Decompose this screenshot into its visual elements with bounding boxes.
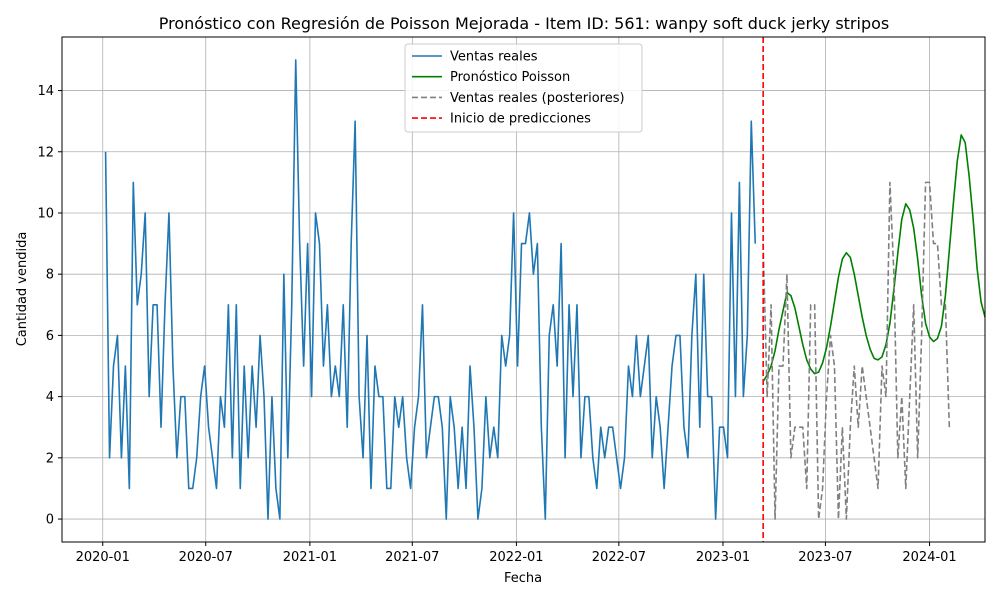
y-tick-label: 2 [46, 451, 54, 466]
x-tick-label: 2021-07 [385, 550, 439, 565]
x-tick-label: 2020-07 [179, 550, 233, 565]
y-tick-label: 6 [46, 329, 54, 344]
x-tick-label: 2021-01 [283, 550, 337, 565]
x-tick-label: 2023-07 [798, 550, 852, 565]
plot-lines [104, 37, 986, 542]
series-line-2 [762, 181, 951, 520]
y-tick-label: 4 [46, 390, 54, 405]
legend-label-1: Pronóstico Poisson [450, 70, 570, 85]
x-axis: 2020-01 2020-07 2021-01 2021-07 2022-01 2022-… [76, 542, 957, 565]
y-tick-label: 12 [37, 145, 54, 160]
x-tick-label: 2020-01 [76, 550, 130, 565]
y-axis: 0 2 4 6 8 10 12 14 [37, 84, 62, 528]
y-axis-title: Cantidad vendida [15, 232, 30, 347]
y-tick-label: 0 [46, 513, 54, 528]
x-tick-label: 2023-01 [696, 550, 750, 565]
legend: Ventas reales Pronóstico Poisson Ventas re… [404, 43, 643, 133]
chart-title: Pronóstico con Regresión de Poisson Mejo… [159, 14, 889, 33]
legend-box [404, 43, 643, 133]
legend-label-2: Ventas reales (posteriores) [450, 91, 625, 106]
series-line-0 [104, 59, 757, 520]
plot-frame [61, 36, 986, 543]
x-axis-title: Fecha [504, 571, 542, 586]
y-tick-label: 14 [37, 84, 54, 99]
y-tick-label: 8 [46, 268, 54, 283]
x-tick-label: 2022-01 [489, 550, 543, 565]
x-tick-label: 2022-07 [592, 550, 646, 565]
x-tick-label: 2024-01 [902, 550, 956, 565]
y-tick-label: 10 [37, 206, 54, 221]
legend-label-0: Ventas reales [450, 50, 538, 65]
series-line-1 [762, 134, 986, 382]
grid [62, 37, 985, 542]
legend-label-3: Inicio de predicciones [450, 112, 591, 127]
